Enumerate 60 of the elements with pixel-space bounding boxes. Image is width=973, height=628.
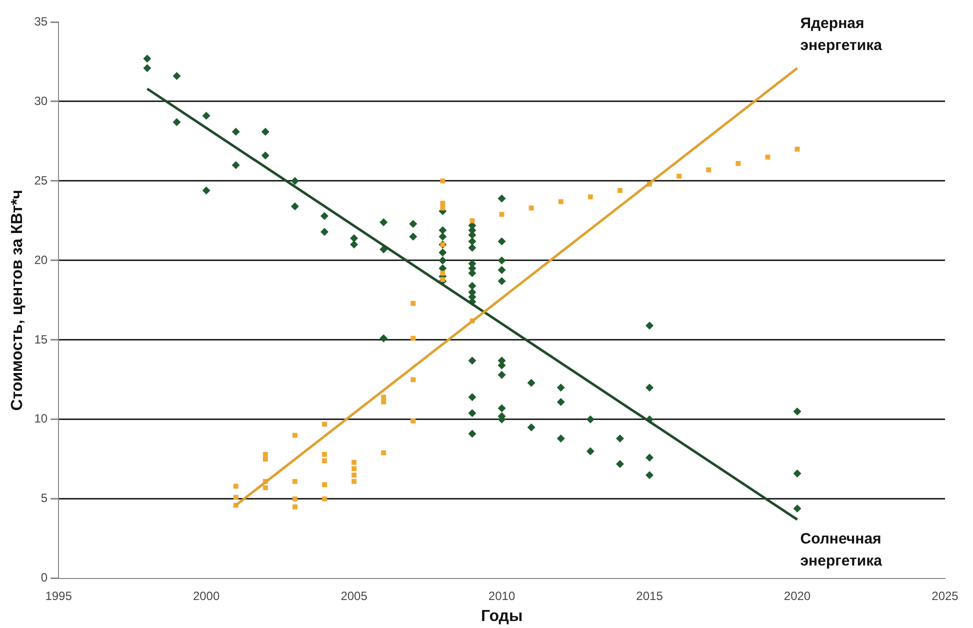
point <box>440 206 446 210</box>
y-axis-title: Стоимость, центов за КВт*ч <box>9 190 26 411</box>
y-tick-label: 30 <box>34 94 48 108</box>
y-tick-label: 0 <box>40 570 48 585</box>
point <box>499 212 504 217</box>
point <box>322 452 327 457</box>
y-tick-label: 15 <box>34 332 48 346</box>
point <box>262 452 268 457</box>
point <box>352 466 357 472</box>
y-tick-label: 10 <box>34 412 48 426</box>
y-tick-label: 35 <box>34 14 48 28</box>
point <box>558 199 564 204</box>
point <box>233 494 238 500</box>
y-tick-label: 5 <box>40 491 48 506</box>
point <box>262 456 268 462</box>
point <box>440 200 446 206</box>
y-tick-label: 20 <box>34 252 48 267</box>
x-tick-label: 1995 <box>45 588 72 603</box>
point <box>440 270 446 276</box>
point <box>292 478 298 484</box>
point <box>470 218 475 224</box>
point <box>736 161 741 166</box>
point <box>528 206 534 210</box>
x-tick-label: 2015 <box>636 588 664 603</box>
point <box>440 277 446 282</box>
point <box>262 485 268 490</box>
x-tick-label: 2000 <box>192 588 220 603</box>
point <box>292 432 298 438</box>
text: Ядерная энергетика <box>800 15 883 54</box>
y-tick-label: 25 <box>34 173 48 188</box>
point <box>794 146 800 152</box>
point <box>322 482 327 488</box>
x-tick-label: 2005 <box>340 588 368 603</box>
point <box>410 300 416 306</box>
point <box>588 194 593 200</box>
point <box>322 422 327 427</box>
point <box>617 188 622 193</box>
point <box>381 399 386 404</box>
point <box>381 394 386 400</box>
point <box>322 458 327 464</box>
point <box>352 478 357 484</box>
point <box>322 496 327 502</box>
point <box>352 460 357 465</box>
point <box>410 377 416 382</box>
point <box>765 154 770 160</box>
point <box>410 336 416 341</box>
point <box>352 472 357 478</box>
point <box>381 450 386 456</box>
x-tick-label: 2025 <box>932 588 959 603</box>
point <box>410 418 416 424</box>
x-axis-title: Годы <box>480 608 523 625</box>
series-label: Солнечная энергетика <box>800 530 883 570</box>
point <box>292 504 298 510</box>
point <box>233 484 238 489</box>
x-tick-label: 2020 <box>784 588 811 603</box>
point <box>706 167 712 172</box>
point <box>292 496 298 502</box>
x-tick-label: 2010 <box>488 588 516 603</box>
point <box>440 178 446 184</box>
point <box>676 174 682 179</box>
